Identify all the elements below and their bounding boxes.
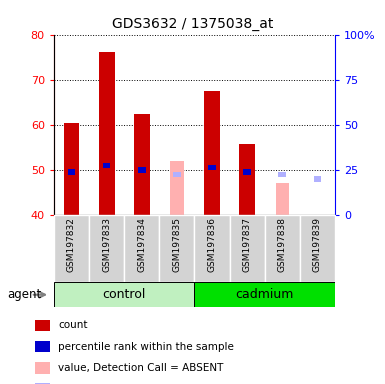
Bar [54,215,89,282]
Text: GSM197832: GSM197832 [67,217,76,272]
Bar [278,172,286,177]
Text: count: count [59,320,88,331]
Bar [138,167,146,173]
Text: GSM197836: GSM197836 [208,217,216,272]
Bar [68,169,75,175]
Bar [35,362,50,374]
Bar [89,215,124,282]
Bar [239,144,255,215]
Bar [208,165,216,170]
Text: GSM197838: GSM197838 [278,217,287,272]
Text: agent: agent [8,288,42,301]
Bar [35,341,50,353]
Bar [103,163,110,168]
Bar [54,282,194,307]
Bar [264,215,300,282]
Bar [204,91,220,215]
Text: GSM197837: GSM197837 [243,217,252,272]
Text: GSM197834: GSM197834 [137,217,146,272]
Text: GSM197833: GSM197833 [102,217,111,272]
Text: GSM197835: GSM197835 [172,217,181,272]
Bar [173,172,181,177]
Text: control: control [102,288,146,301]
Bar [35,319,50,331]
Bar [99,52,114,215]
Text: value, Detection Call = ABSENT: value, Detection Call = ABSENT [59,362,224,373]
Text: cadmium: cadmium [236,288,294,301]
Bar [300,215,335,282]
Bar [64,122,79,215]
Bar [124,215,159,282]
Bar [194,282,335,307]
Text: GSM197839: GSM197839 [313,217,322,272]
Bar [35,383,50,384]
Bar [159,215,194,282]
Text: percentile rank within the sample: percentile rank within the sample [59,341,234,352]
Bar [229,215,265,282]
Text: GDS3632 / 1375038_at: GDS3632 / 1375038_at [112,17,273,31]
Bar [194,215,229,282]
Bar [276,184,289,215]
Bar [134,114,150,215]
Bar [313,176,321,182]
Bar [243,169,251,175]
Bar [170,161,184,215]
